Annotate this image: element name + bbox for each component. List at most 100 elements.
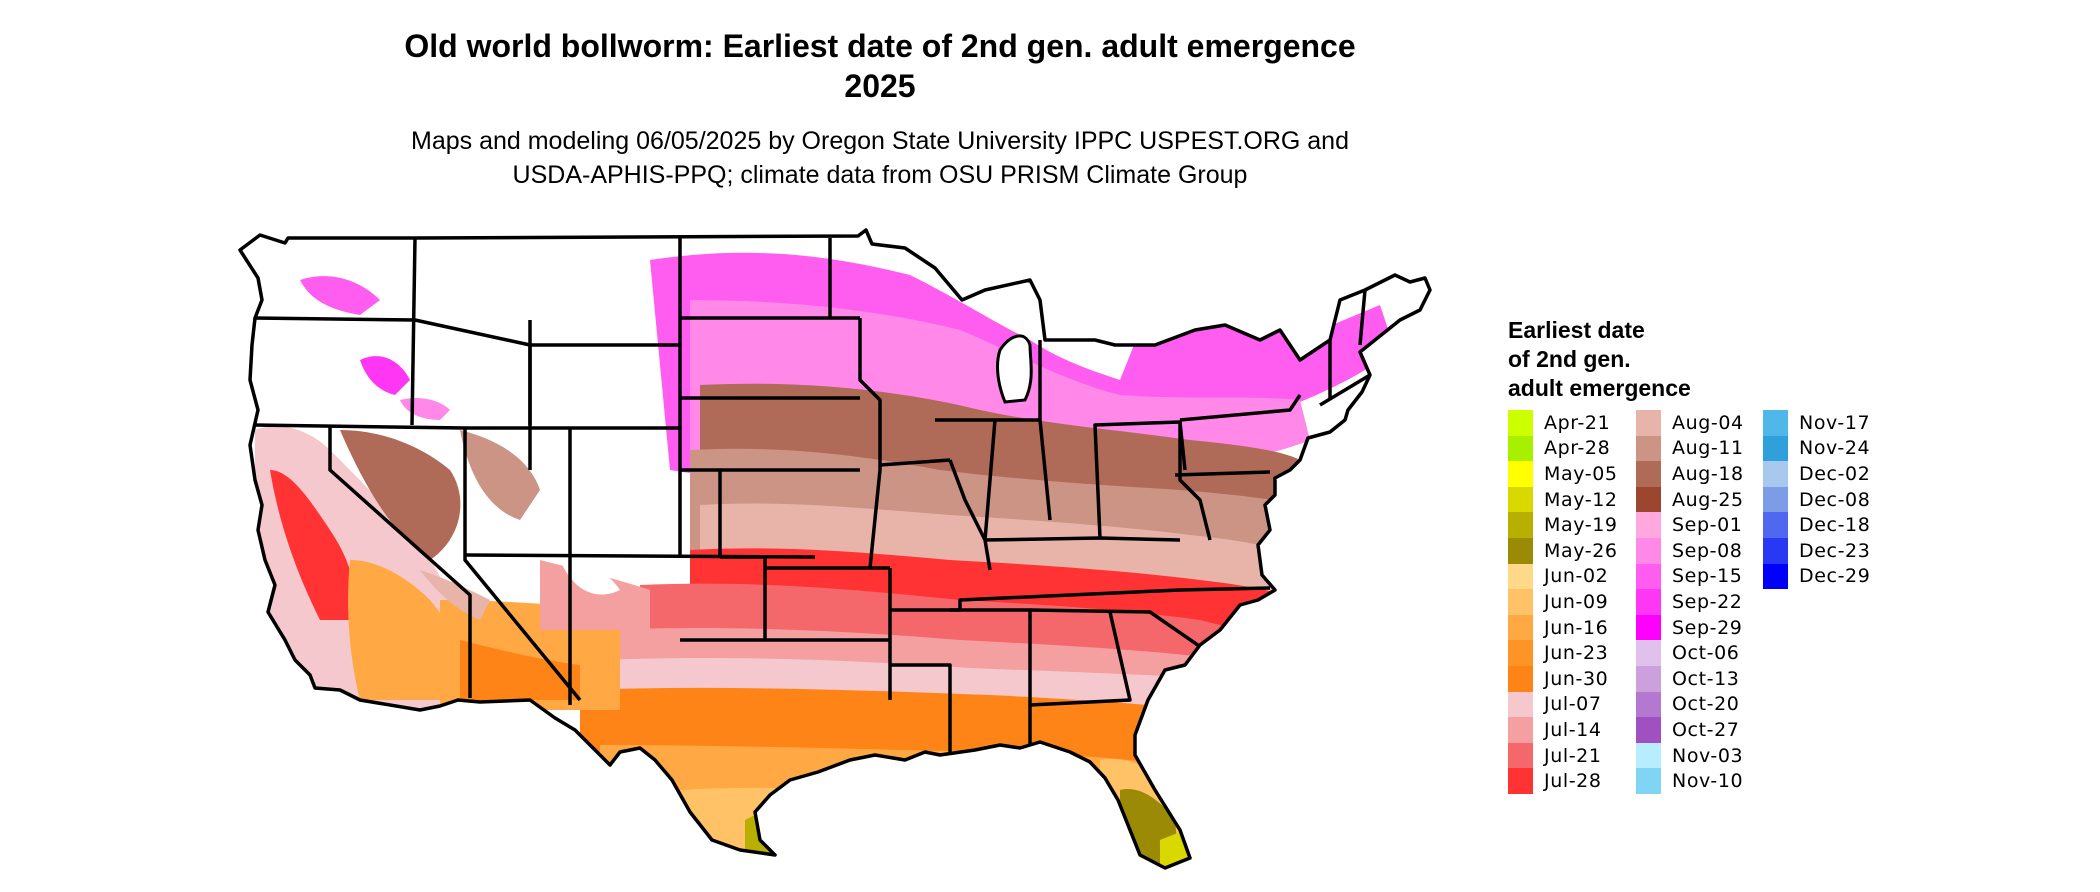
legend-label: Sep-01: [1672, 514, 1743, 537]
legend-label: May-05: [1544, 462, 1618, 485]
legend-label: Oct-13: [1672, 667, 1740, 690]
legend-label: May-26: [1544, 539, 1618, 562]
legend-item: Dec-08: [1763, 486, 1871, 513]
legend-label: Dec-02: [1799, 462, 1871, 485]
legend-swatch: [1636, 537, 1661, 564]
legend-swatch: [1508, 435, 1533, 462]
legend-swatch: [1508, 410, 1533, 436]
legend-label: Nov-24: [1799, 437, 1871, 460]
legend-label: Dec-08: [1799, 488, 1871, 511]
legend-swatch: [1508, 768, 1533, 794]
legend-label: Sep-29: [1672, 616, 1743, 639]
map-subtitle: Maps and modeling 06/05/2025 by Oregon S…: [300, 124, 1460, 192]
legend-item: Jun-30: [1508, 665, 1618, 692]
legend-label: May-19: [1544, 514, 1618, 537]
legend-label: Aug-25: [1672, 488, 1744, 511]
legend-item: Aug-18: [1636, 461, 1744, 487]
legend-swatch: [1508, 717, 1533, 743]
legend-swatch: [1508, 486, 1533, 513]
legend-column-3: Nov-17 Nov-24 Dec-02 Dec-08 Dec-18 Dec-23 Dec-…: [1763, 410, 1871, 590]
legend-item: Jul-14: [1508, 717, 1618, 743]
legend-swatch: [1636, 486, 1661, 513]
us-outline: [238, 228, 1432, 870]
legend-item: Sep-15: [1636, 563, 1744, 590]
legend-label: Jun-30: [1544, 667, 1609, 690]
legend-label: Apr-21: [1544, 411, 1611, 434]
legend-label: Aug-18: [1672, 462, 1744, 485]
legend-item: Apr-21: [1508, 410, 1618, 436]
legend-swatch: [1508, 537, 1533, 564]
legend-item: May-19: [1508, 512, 1618, 538]
legend-swatch: [1763, 435, 1788, 462]
michigan-lower-peninsula: [996, 334, 1033, 404]
legend-swatch: [1508, 665, 1533, 692]
legend-swatch: [1508, 614, 1533, 641]
legend-label: Apr-28: [1544, 437, 1611, 460]
legend-label: Jul-07: [1544, 693, 1602, 716]
legend-label: Jul-28: [1544, 770, 1602, 793]
legend-item: Jul-21: [1508, 742, 1618, 769]
legend-label: Sep-15: [1672, 565, 1743, 588]
legend-item: May-12: [1508, 486, 1618, 513]
legend-item: Sep-29: [1636, 614, 1744, 641]
legend-item: Nov-10: [1636, 768, 1744, 794]
legend-item: Apr-28: [1508, 435, 1618, 462]
legend-label: Jul-14: [1544, 718, 1602, 741]
legend-item: Sep-08: [1636, 537, 1744, 564]
legend-item: Aug-11: [1636, 435, 1744, 462]
legend-item: Oct-13: [1636, 665, 1744, 692]
legend-swatch: [1636, 461, 1661, 487]
legend-item: Nov-17: [1763, 410, 1870, 436]
legend-swatch: [1636, 589, 1661, 615]
legend-label: Jun-09: [1544, 590, 1609, 613]
legend-title: Earliest date of 2nd gen. adult emergenc…: [1508, 316, 1691, 403]
us-emergence-map: [238, 228, 1432, 870]
legend-swatch: [1508, 742, 1533, 769]
legend-label: May-12: [1544, 488, 1618, 511]
legend-item: Aug-25: [1636, 486, 1744, 513]
legend-swatch: [1636, 640, 1661, 666]
legend-swatch: [1636, 410, 1661, 436]
legend-column-1: Apr-21 Apr-28 May-05 May-12 May-19 May-26 Jun-…: [1508, 410, 1618, 794]
legend-swatch: [1636, 563, 1661, 590]
legend-swatch: [1636, 435, 1661, 462]
legend-label: Jun-16: [1544, 616, 1609, 639]
legend-item: Jun-23: [1508, 640, 1618, 666]
legend-item: Jun-09: [1508, 589, 1618, 615]
legend-item: Dec-29: [1763, 563, 1870, 590]
legend-title-line-1: Earliest date: [1508, 317, 1645, 343]
legend-label: Nov-17: [1799, 411, 1871, 434]
legend-swatch: [1508, 589, 1533, 615]
legend-label: Aug-11: [1672, 437, 1744, 460]
legend-label: Jul-21: [1544, 744, 1602, 767]
map-subtitle-line-1: Maps and modeling 06/05/2025 by Oregon S…: [411, 127, 1349, 155]
legend-label: Dec-23: [1799, 539, 1871, 562]
legend-swatch: [1763, 512, 1788, 538]
legend-label: Oct-06: [1672, 642, 1740, 665]
legend-swatch: [1636, 691, 1661, 718]
legend-item: Oct-27: [1636, 717, 1744, 743]
legend-item: Oct-20: [1636, 691, 1744, 718]
legend-item: May-05: [1508, 461, 1618, 487]
legend-item: Dec-23: [1763, 537, 1871, 564]
legend-swatch: [1508, 640, 1533, 666]
legend-swatch: [1763, 563, 1788, 590]
legend-item: Nov-24: [1763, 435, 1871, 462]
legend-label: Oct-20: [1672, 693, 1740, 716]
legend-swatch: [1508, 512, 1533, 538]
map-title: Old world bollworm: Earliest date of 2nd…: [350, 26, 1410, 106]
legend-swatch: [1636, 614, 1661, 641]
legend-swatch: [1636, 717, 1661, 743]
legend-swatch: [1763, 410, 1788, 436]
legend-swatch: [1636, 768, 1661, 794]
legend-item: Jul-28: [1508, 768, 1618, 794]
legend-label: Oct-27: [1672, 718, 1740, 741]
legend-item: Jun-02: [1508, 563, 1618, 590]
legend-item: May-26: [1508, 537, 1618, 564]
legend-label: Aug-04: [1672, 411, 1744, 434]
legend-item: Sep-01: [1636, 512, 1744, 538]
legend-column-2: Aug-04 Aug-11 Aug-18 Aug-25 Sep-01 Sep-08 Sep-…: [1636, 410, 1744, 794]
legend-label: Jun-02: [1544, 565, 1609, 588]
map-subtitle-line-2: USDA-APHIS-PPQ; climate data from OSU PR…: [512, 161, 1248, 189]
legend-swatch: [1508, 563, 1533, 590]
